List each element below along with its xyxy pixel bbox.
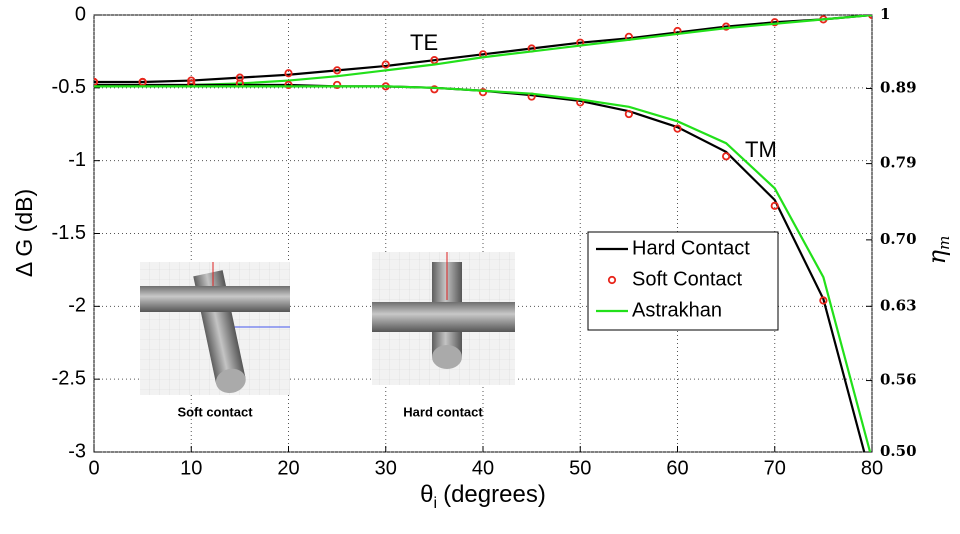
y2-tick-label: 0.79 <box>880 154 917 172</box>
x-label-symbol: θ <box>420 481 433 508</box>
legend-label: Hard Contact <box>632 237 750 259</box>
y-tick-label: -2.5 <box>52 367 86 389</box>
soft-contact-image <box>140 262 290 396</box>
y-tick-label: -2 <box>68 295 86 317</box>
y2-tick-label: 0.70 <box>880 230 917 248</box>
legend-label: Soft Contact <box>632 268 743 290</box>
y2-tick-label: 1 <box>880 5 890 23</box>
x-tick-label: 50 <box>569 457 591 479</box>
x-tick-label: 60 <box>666 457 688 479</box>
inset-caption: Hard contact <box>403 404 483 419</box>
y-tick-label: -1.5 <box>52 222 86 244</box>
curve-label: TE <box>410 30 438 55</box>
y2-tick-label: 0.50 <box>880 442 917 460</box>
y-tick-label: 0 <box>75 3 86 25</box>
x-tick-label: 40 <box>472 457 494 479</box>
y2-label-symbol: η <box>923 249 951 264</box>
chart: Soft contact Hard contact TE TM Δ G (dB)… <box>0 0 960 529</box>
legend-label: Astrakhan <box>632 299 722 321</box>
y2-label-subscript: m <box>935 236 953 250</box>
y-axis-label: Δ G (dB) <box>11 189 37 277</box>
x-label-text: (degrees) <box>443 481 546 508</box>
y-tick-label: -1 <box>68 149 86 171</box>
x-axis-label: θi (degrees) <box>420 481 546 512</box>
y2-axis-label: ηm <box>923 236 954 265</box>
x-tick-label: 30 <box>375 457 397 479</box>
x-label-subscript: i <box>434 495 438 512</box>
x-tick-label: 10 <box>180 457 202 479</box>
y-tick-label: -3 <box>68 440 86 462</box>
y2-tick-label: 0.56 <box>880 371 917 389</box>
y2-tick-label: 0.89 <box>880 78 917 96</box>
x-tick-label: 80 <box>861 457 883 479</box>
hard-contact-image <box>372 252 515 385</box>
inset-caption: Soft contact <box>177 404 253 419</box>
y2-tick-label: 0.63 <box>880 296 917 314</box>
curve-label: TM <box>745 137 777 162</box>
x-tick-label: 20 <box>277 457 299 479</box>
y-tick-label: -0.5 <box>52 76 86 98</box>
x-tick-label: 70 <box>764 457 786 479</box>
x-tick-label: 0 <box>88 457 99 479</box>
